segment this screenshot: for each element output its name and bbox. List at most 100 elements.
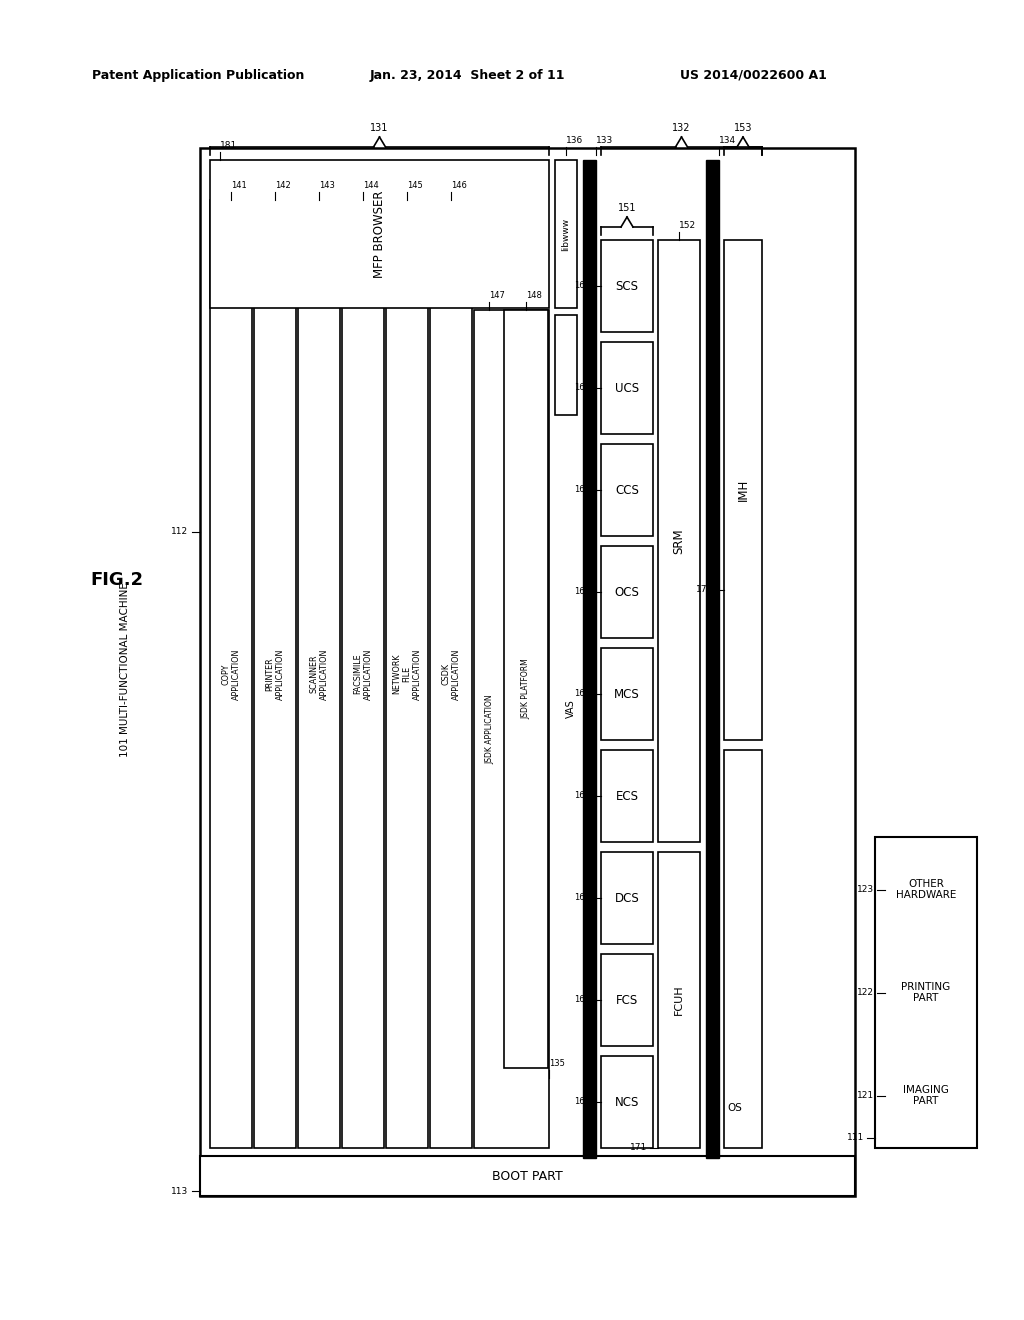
Text: 144: 144 <box>362 181 379 190</box>
Bar <box>874 837 977 1148</box>
Bar <box>504 310 548 1068</box>
Bar <box>298 201 340 1148</box>
Text: 169: 169 <box>574 281 590 290</box>
Bar <box>430 201 472 1148</box>
Text: 133: 133 <box>596 136 613 145</box>
Text: 135: 135 <box>549 1059 565 1068</box>
Text: Patent Application Publication: Patent Application Publication <box>92 69 304 82</box>
Text: 167: 167 <box>574 486 590 495</box>
Bar <box>885 847 967 932</box>
Bar <box>342 201 384 1148</box>
Text: NCS: NCS <box>614 1096 639 1109</box>
Text: OCS: OCS <box>614 586 639 598</box>
Text: ECS: ECS <box>615 789 639 803</box>
Text: PRINTING
PART: PRINTING PART <box>901 982 950 1003</box>
Text: BOOT PART: BOOT PART <box>493 1170 563 1183</box>
Bar <box>658 240 700 842</box>
Text: JSDK PLATFORM: JSDK PLATFORM <box>521 659 530 719</box>
Text: 166: 166 <box>574 587 590 597</box>
Text: 146: 146 <box>451 181 467 190</box>
Text: 141: 141 <box>231 181 247 190</box>
Text: 152: 152 <box>679 220 696 230</box>
Text: 112: 112 <box>171 527 188 536</box>
Text: libwww: libwww <box>561 218 570 251</box>
Text: 136: 136 <box>566 136 584 145</box>
Bar <box>601 342 653 434</box>
Text: 161: 161 <box>574 1097 590 1106</box>
Text: 121: 121 <box>857 1092 874 1100</box>
Bar <box>601 1056 653 1148</box>
Text: FCS: FCS <box>615 994 638 1006</box>
Bar <box>474 310 549 1148</box>
Text: 101 MULTI-FUNCTIONAL MACHINE: 101 MULTI-FUNCTIONAL MACHINE <box>120 582 130 758</box>
Text: 148: 148 <box>526 290 542 300</box>
Text: 147: 147 <box>489 290 505 300</box>
Text: 111: 111 <box>847 1134 864 1143</box>
Text: SCANNER
APPLICATION: SCANNER APPLICATION <box>309 648 329 700</box>
Text: 131: 131 <box>371 123 389 133</box>
Text: 172: 172 <box>696 586 713 594</box>
Text: 168: 168 <box>574 384 590 392</box>
Text: SRM: SRM <box>673 528 685 554</box>
Bar <box>555 160 577 308</box>
Bar <box>601 954 653 1045</box>
Bar <box>601 240 653 333</box>
Bar <box>583 160 596 1158</box>
Text: 142: 142 <box>275 181 291 190</box>
Bar <box>601 444 653 536</box>
Bar <box>724 750 762 1148</box>
Bar <box>658 851 700 1148</box>
Text: 134: 134 <box>719 136 736 145</box>
Text: DCS: DCS <box>614 891 639 904</box>
Bar <box>555 315 577 414</box>
Text: SCS: SCS <box>615 280 639 293</box>
Text: PRINTER
APPLICATION: PRINTER APPLICATION <box>265 648 285 700</box>
Text: 163: 163 <box>574 894 590 903</box>
Text: NETWORK
FILE
APPLICATION: NETWORK FILE APPLICATION <box>392 648 422 700</box>
Text: CSDK
APPLICATION: CSDK APPLICATION <box>441 648 461 700</box>
Text: VAS: VAS <box>566 700 575 718</box>
Text: COPY
APPLICATION: COPY APPLICATION <box>221 648 241 700</box>
Text: 122: 122 <box>857 987 874 997</box>
Text: 132: 132 <box>672 123 691 133</box>
Text: MFP BROWSER: MFP BROWSER <box>373 190 386 277</box>
Text: 145: 145 <box>407 181 423 190</box>
Text: JSDK APPLICATION: JSDK APPLICATION <box>485 694 495 764</box>
Text: 162: 162 <box>574 995 590 1005</box>
Bar <box>200 1156 855 1196</box>
Text: 165: 165 <box>574 689 590 698</box>
Bar <box>210 201 252 1148</box>
Text: OTHER
HARDWARE: OTHER HARDWARE <box>896 879 956 900</box>
Bar <box>885 1053 967 1138</box>
Text: IMAGING
PART: IMAGING PART <box>903 1085 949 1106</box>
Text: 123: 123 <box>857 884 874 894</box>
Text: 164: 164 <box>574 792 590 800</box>
Bar <box>601 648 653 741</box>
Text: US 2014/0022600 A1: US 2014/0022600 A1 <box>680 69 826 82</box>
Text: Jan. 23, 2014  Sheet 2 of 11: Jan. 23, 2014 Sheet 2 of 11 <box>370 69 565 82</box>
Bar <box>601 546 653 638</box>
Bar <box>254 201 296 1148</box>
Text: FCUH: FCUH <box>674 985 684 1015</box>
Text: 171: 171 <box>630 1143 647 1152</box>
Bar <box>386 201 428 1148</box>
Text: MCS: MCS <box>614 688 640 701</box>
Text: CCS: CCS <box>615 483 639 496</box>
Bar <box>724 240 762 741</box>
Bar <box>706 160 719 1158</box>
Bar <box>601 851 653 944</box>
Bar <box>601 750 653 842</box>
Text: 143: 143 <box>319 181 335 190</box>
Text: 153: 153 <box>734 123 753 133</box>
Bar <box>885 950 967 1035</box>
Text: OS: OS <box>727 1104 741 1113</box>
Text: UCS: UCS <box>615 381 639 395</box>
Bar <box>200 148 855 1196</box>
Bar <box>210 160 549 308</box>
Text: IMH: IMH <box>736 479 750 502</box>
Text: 151: 151 <box>617 203 636 213</box>
Text: FIG.2: FIG.2 <box>90 572 143 589</box>
Text: 181: 181 <box>220 141 238 150</box>
Text: 113: 113 <box>171 1187 188 1196</box>
Text: FACSIMILE
APPLICATION: FACSIMILE APPLICATION <box>353 648 373 700</box>
